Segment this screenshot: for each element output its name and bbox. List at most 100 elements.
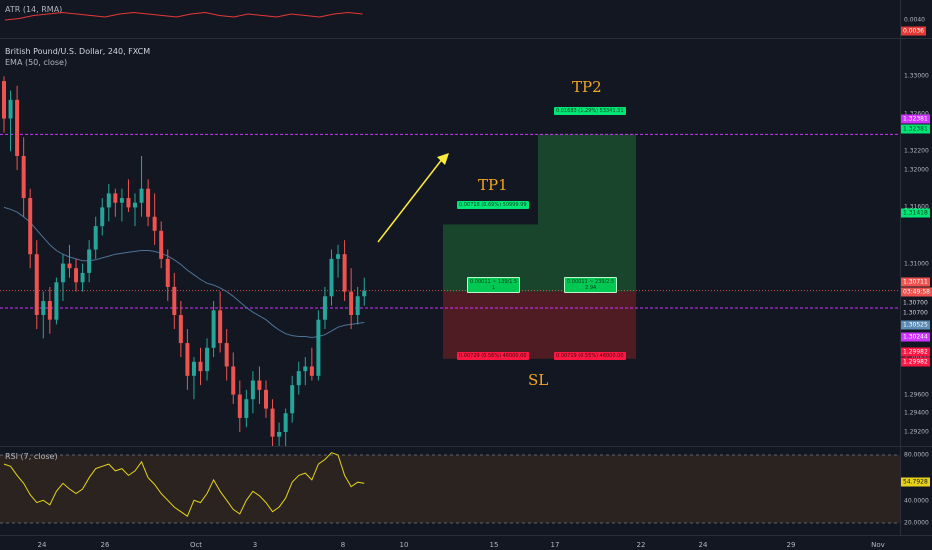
candle-body xyxy=(21,155,26,199)
candle-body xyxy=(41,300,46,316)
candle-body xyxy=(283,413,288,432)
sl-left-box[interactable]: 0.00729 (0.56%) 46000.00 xyxy=(457,352,529,360)
candle-body xyxy=(159,230,164,259)
rsi-label: RSI (7, close) xyxy=(5,452,58,461)
candle-body xyxy=(303,366,308,372)
candle-body xyxy=(54,282,59,320)
candle-body xyxy=(178,315,183,344)
rsi-line xyxy=(3,452,365,517)
candle-body xyxy=(152,216,157,231)
time-tick: 17 xyxy=(550,541,560,549)
rsi-plot xyxy=(0,452,900,524)
pane-separator[interactable] xyxy=(0,446,932,447)
candle-body xyxy=(290,385,295,414)
candle-body xyxy=(93,226,98,250)
candle-body xyxy=(198,361,203,372)
time-tick: 8 xyxy=(340,541,346,549)
ema-price-tag: 1.30700 xyxy=(901,298,930,308)
candle-body xyxy=(67,263,72,269)
candle-body xyxy=(47,300,52,320)
candle-body xyxy=(172,286,177,316)
candle-body xyxy=(28,198,33,255)
candle-body xyxy=(185,343,190,376)
candle-body xyxy=(296,371,301,386)
rsi-band xyxy=(0,455,900,523)
atr-line xyxy=(4,11,363,21)
tp1-price-tag: 1.31418 xyxy=(901,208,930,218)
candle-body xyxy=(277,431,282,437)
time-tick: Nov xyxy=(871,541,885,549)
candle-body xyxy=(244,399,249,418)
candle-body xyxy=(139,188,144,203)
target-zone-2 xyxy=(538,134,636,292)
candle-body xyxy=(316,319,321,376)
time-tick: 15 xyxy=(489,541,499,549)
candle-body xyxy=(74,268,79,283)
rsi-tick-80: 80.0000 xyxy=(904,451,929,459)
tp1-label: TP1 xyxy=(478,176,508,194)
stop-zone xyxy=(443,291,636,359)
candle-body xyxy=(224,343,229,367)
candle-body xyxy=(126,198,131,208)
candle-body xyxy=(119,198,124,203)
candle-body xyxy=(264,389,268,409)
time-tick: 26 xyxy=(100,541,110,549)
candle-body xyxy=(362,290,367,297)
candle-body xyxy=(87,249,92,273)
time-axis-separator xyxy=(0,535,932,536)
pane-separator[interactable] xyxy=(0,38,932,39)
sl-price-tag-b: 1.29982 xyxy=(901,357,930,367)
last-price-tag: 1.30711 xyxy=(901,277,930,287)
candle-body xyxy=(15,99,20,156)
time-tick: Oct xyxy=(189,541,203,549)
atr-scale xyxy=(900,0,932,38)
candle-body xyxy=(106,193,111,208)
atr-tick: 0.0040 xyxy=(904,16,925,24)
tp1-stats-box[interactable]: 0.00718 (0.69%) 50999.99 xyxy=(457,201,529,209)
entry-right-box[interactable]: 0.00011 ~ 239/2.5 2.94 xyxy=(564,277,618,293)
tp2-stats-box[interactable]: 0.01683 (1.29%) 53341.31 xyxy=(554,107,626,115)
tp2-price-tag: 1.32381 xyxy=(901,114,930,124)
time-tick: 10 xyxy=(399,541,409,549)
time-tick: 22 xyxy=(636,541,646,549)
price-scale[interactable] xyxy=(900,39,932,446)
mid-price-tag: 1.30244 xyxy=(901,332,930,342)
price-tick: 1.31000 xyxy=(904,260,929,268)
tp2-label: TP2 xyxy=(572,78,602,96)
candle-body xyxy=(8,99,13,119)
candle-body xyxy=(355,296,360,316)
price-tick: 1.32200 xyxy=(904,147,929,155)
countdown-tag: 03:49:58 xyxy=(901,287,932,297)
candle-body xyxy=(231,366,236,395)
candle-body xyxy=(342,254,347,292)
candle-body xyxy=(349,291,354,316)
candle-body xyxy=(100,207,105,227)
sl-right-box[interactable]: 0.00719 (0.55%) 46000.00 xyxy=(554,352,626,360)
candle-body xyxy=(146,188,151,217)
symbol-title: British Pound/U.S. Dollar, 240, FXCM xyxy=(5,47,151,56)
price-tick: 1.29200 xyxy=(904,428,929,436)
atr-current-tag: 0.0036 xyxy=(901,26,926,36)
price-tick: 1.32600 xyxy=(904,110,929,117)
candle-body xyxy=(250,380,255,400)
atr-pane: ATR (14, RMA) xyxy=(0,0,900,38)
rsi-tick-20: 20.0000 xyxy=(904,519,929,527)
support-price-tag: 1.30525 xyxy=(901,320,930,330)
price-plot[interactable] xyxy=(0,39,900,446)
candle-body xyxy=(270,408,275,437)
candle-body xyxy=(237,394,242,418)
candle-body xyxy=(60,263,65,283)
candle-body xyxy=(322,296,327,320)
candle-body xyxy=(218,310,223,344)
time-tick: 24 xyxy=(698,541,708,549)
atr-plot xyxy=(4,11,363,21)
rsi-tick-40: 40.0000 xyxy=(904,497,929,505)
price-tick: 1.30000 xyxy=(904,354,929,361)
candle-body xyxy=(133,202,137,208)
candle-body xyxy=(257,380,262,390)
price-pane[interactable]: British Pound/U.S. Dollar, 240, FXCM EMA… xyxy=(0,39,900,446)
price-tick: 1.29600 xyxy=(904,391,929,399)
rsi-current-tag: 54.7928 xyxy=(901,477,930,487)
rsi-scale xyxy=(900,447,932,535)
entry-left-box[interactable]: 0.00011 ~ 139/1.5 1 xyxy=(467,277,521,293)
